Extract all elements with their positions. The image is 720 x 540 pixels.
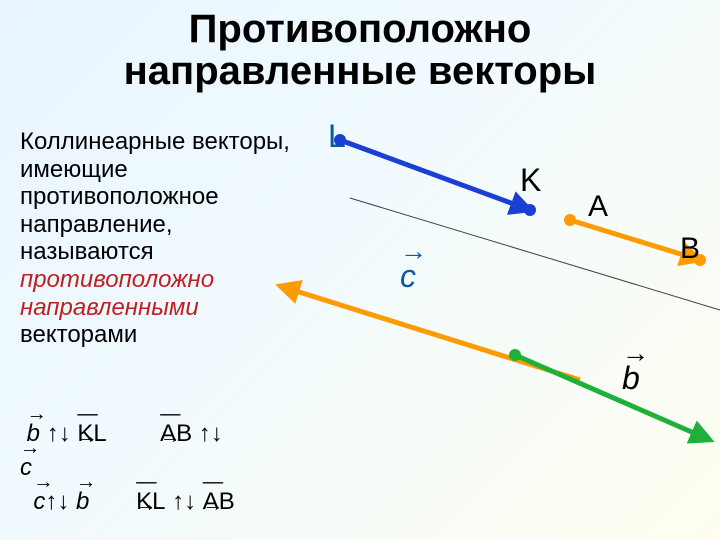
label-c: c [400, 258, 416, 295]
def-tail: векторами [20, 321, 137, 348]
label-B: B [680, 232, 700, 266]
definition-text: Коллинеарные векторы, имеющие противопол… [20, 128, 310, 349]
label-A: A [588, 190, 608, 224]
label-b: b [622, 360, 640, 397]
formula-row-3: c↑↓ b KL ↑↓ AB [20, 488, 380, 516]
def-plain: Коллинеарные векторы, имеющие противопол… [20, 128, 290, 265]
formula-row-1: b ↑↓ KL AB ↑↓ [20, 420, 380, 448]
formula-row-2: c [20, 454, 380, 482]
formula-block: b ↑↓ KL AB ↑↓ c c↑↓ b KL ↑↓ AB [20, 420, 380, 522]
title-line-1: Противоположно [0, 8, 720, 50]
label-K: K [520, 162, 541, 199]
page-title: Противоположно направленные векторы [0, 8, 720, 92]
title-line-2: направленные векторы [0, 50, 720, 92]
def-emphasis: противоположно направленными [20, 266, 214, 321]
label-L: L [328, 118, 346, 155]
